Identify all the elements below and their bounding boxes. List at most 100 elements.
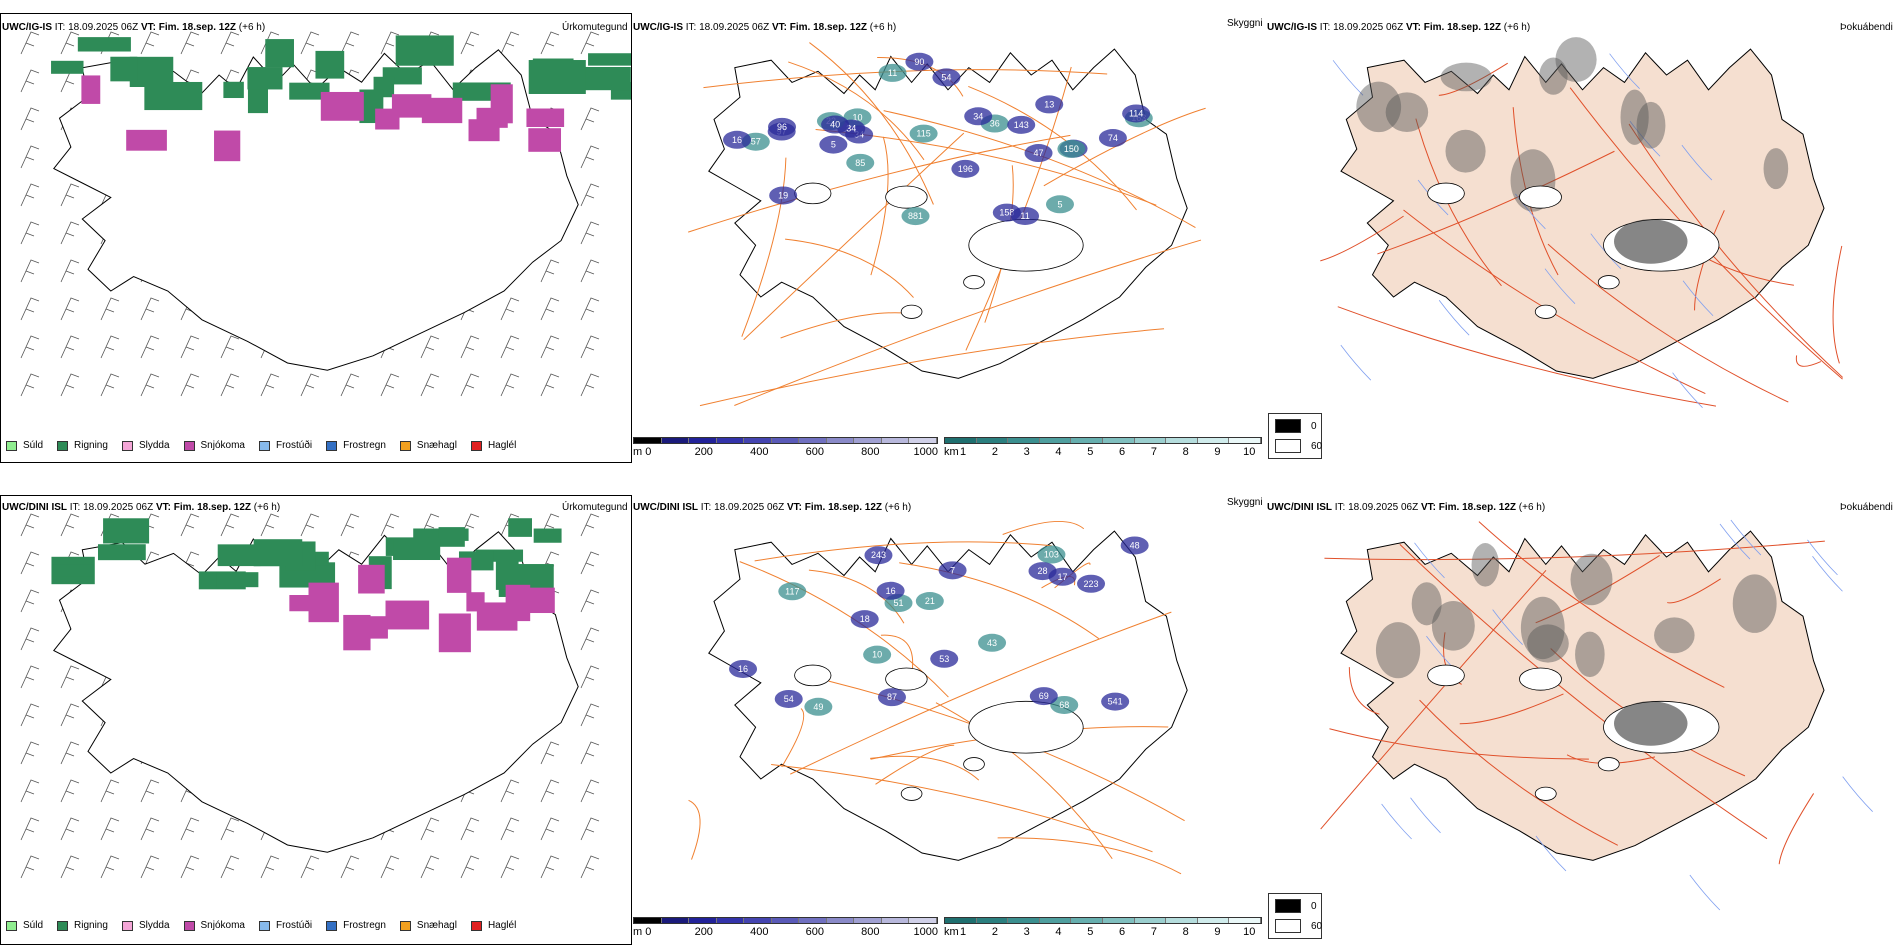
wind-barb xyxy=(220,373,240,397)
road-line xyxy=(1415,118,1502,287)
land-area xyxy=(1340,48,1825,379)
wind-barb xyxy=(500,855,520,879)
wind-barb xyxy=(540,259,560,283)
colorbar-segment xyxy=(1134,438,1167,443)
wind-barb xyxy=(20,373,40,397)
wind-barb xyxy=(60,259,80,283)
colorbar-tick: 200 xyxy=(694,446,713,458)
legend-swatch xyxy=(1275,919,1301,933)
wind-barb xyxy=(220,31,240,55)
river-line xyxy=(1340,344,1372,381)
rain-area xyxy=(393,538,441,561)
wind-barb xyxy=(380,855,400,879)
road-line xyxy=(1795,355,1822,367)
precip-title-row1: UWC/IG-IS IT: 18.09.2025 06Z VT: Fim. 18… xyxy=(2,22,266,33)
wind-barb xyxy=(100,779,120,803)
river-line xyxy=(1332,60,1364,96)
low-cloud-area xyxy=(932,68,961,87)
fog-shade xyxy=(1732,574,1777,633)
road-line xyxy=(1628,123,1844,378)
precip-legend-item: Snæhagl xyxy=(399,920,457,931)
rain-area xyxy=(51,60,84,74)
snow-area xyxy=(385,600,430,630)
road-line xyxy=(1324,540,1825,561)
road-line xyxy=(1399,544,1768,840)
wind-barb xyxy=(420,817,440,841)
colorbar-segment xyxy=(1039,438,1072,443)
colorbar-segment xyxy=(661,438,690,443)
wind-barb xyxy=(580,627,600,651)
wind-barb xyxy=(580,703,600,727)
glacier-outline xyxy=(1534,304,1557,319)
colorbar-tick: 1000 xyxy=(913,926,939,938)
fog-legend-row2: 0 60 xyxy=(1268,893,1322,939)
road-line xyxy=(1778,793,1815,865)
road-line xyxy=(790,611,1172,775)
road-line xyxy=(1667,578,1721,604)
fog-shade xyxy=(1620,89,1649,145)
road-line xyxy=(1832,245,1843,364)
cloud-base-value: 881 xyxy=(908,211,923,221)
snow-area xyxy=(391,94,432,118)
precip-panel-row2 xyxy=(0,495,632,945)
fog-indicator-label-row2: Þokuábendi xyxy=(1840,502,1893,513)
precip-legend-item: Slydda xyxy=(121,920,170,931)
wind-barb xyxy=(580,373,600,397)
wind-barb xyxy=(540,297,560,321)
legend-label: Rigning xyxy=(74,920,108,931)
fog-shade xyxy=(1575,631,1605,678)
wind-barb xyxy=(140,335,160,359)
colorbar-tick: 8 xyxy=(1182,926,1189,938)
glacier-outline xyxy=(963,757,985,772)
rain-area xyxy=(289,82,330,100)
colorbar-segment xyxy=(1102,918,1135,923)
river-line xyxy=(1689,874,1721,911)
wind-barb xyxy=(540,373,560,397)
wind-barb xyxy=(540,31,560,55)
colorbar-segment xyxy=(1071,438,1103,443)
wind-barb xyxy=(20,31,40,55)
precip-legend-item: Haglél xyxy=(470,920,516,931)
visibility-label-row1: Skyggni xyxy=(1227,18,1263,29)
wind-barb xyxy=(20,297,40,321)
wind-barb xyxy=(500,335,520,359)
colorbar-tick: 5 xyxy=(1087,926,1094,938)
cloud-base-value: 541 xyxy=(1108,697,1123,707)
cloud-base-value: 243 xyxy=(871,550,886,560)
wind-barb xyxy=(20,779,40,803)
wind-barb xyxy=(100,817,120,841)
wind-barb xyxy=(540,817,560,841)
rain-area xyxy=(395,35,454,66)
fog-shade xyxy=(1356,81,1402,133)
colorbar-segment xyxy=(1008,438,1040,443)
fog-panel-row1 xyxy=(1265,13,1900,433)
river-line xyxy=(1515,193,1546,230)
wind-barb xyxy=(100,373,120,397)
wind-barb xyxy=(20,665,40,689)
low-cloud-area xyxy=(1050,695,1079,714)
wind-barb xyxy=(60,817,80,841)
snow-area xyxy=(446,557,472,593)
cloud-base-value: 11 xyxy=(888,68,897,78)
legend-swatch xyxy=(57,920,69,931)
low-cloud-area xyxy=(774,689,803,708)
river-line xyxy=(1492,609,1523,645)
precip-legend-item: Súld xyxy=(6,920,43,931)
road-line xyxy=(1337,306,1717,407)
cloud-base-value: 103 xyxy=(1044,550,1059,560)
legend-swatch xyxy=(399,920,411,931)
snow-area xyxy=(476,107,508,128)
precip-legend-item: Frostregn xyxy=(326,440,386,451)
snow-area xyxy=(126,129,167,151)
river-line xyxy=(1381,803,1412,840)
wind-barb xyxy=(580,221,600,245)
precip-panel-row1 xyxy=(0,13,632,463)
road-line xyxy=(809,42,934,205)
visibility-panel-row1: 3655416313158115741145472610341965790143… xyxy=(633,13,1263,433)
precip-title-row2: UWC/DINI ISL IT: 18.09.2025 06Z VT: Fim.… xyxy=(2,502,281,513)
legend-swatch xyxy=(183,920,195,931)
wind-barb xyxy=(60,665,80,689)
colorbar-segment xyxy=(716,438,745,443)
fog-shade xyxy=(1385,92,1429,133)
glacier-outline xyxy=(968,700,1084,754)
